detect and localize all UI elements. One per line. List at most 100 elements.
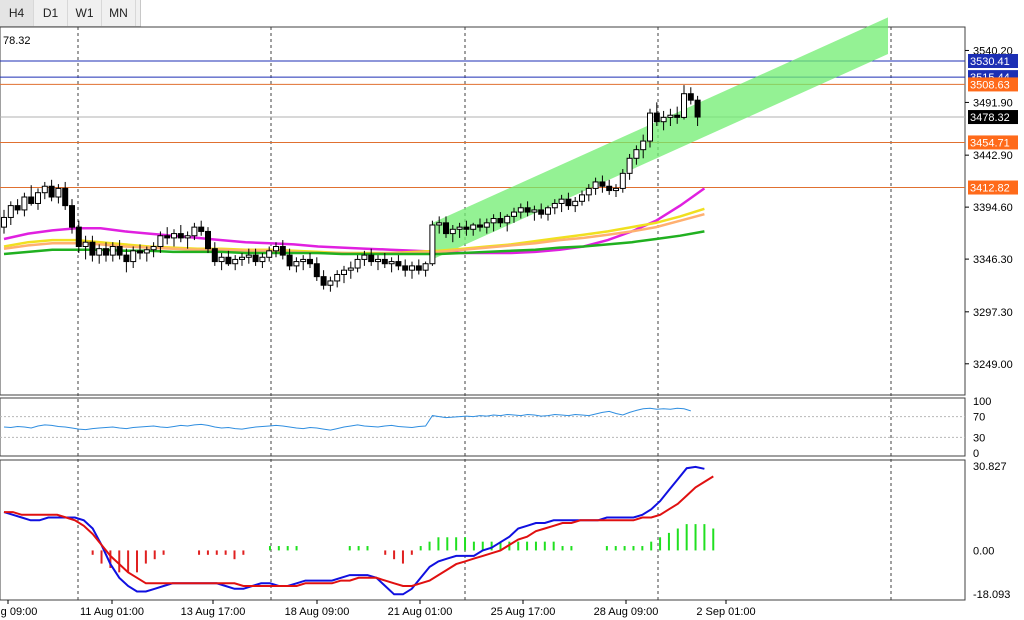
price-tag-text: 3530.41 <box>970 56 1010 68</box>
candle-body <box>75 226 82 248</box>
candle-body <box>354 258 361 269</box>
candle-body <box>402 265 409 271</box>
candle-body <box>613 187 619 192</box>
candle-body <box>89 241 96 256</box>
last-price-partial-label: 78.32 <box>3 35 31 47</box>
price-tag-text: 3454.71 <box>970 137 1010 149</box>
candle-body <box>150 246 157 251</box>
price-scale-label: 3249.00 <box>973 359 1013 371</box>
candle-body <box>531 209 538 213</box>
price-tag <box>968 77 1018 92</box>
price-tag-text: 3478.32 <box>970 112 1010 124</box>
candle-body <box>558 198 565 204</box>
candle-body <box>490 218 497 224</box>
macd-bottom-label: -18.093 <box>973 589 1010 601</box>
time-axis-label: 28 Aug 09:00 <box>594 606 659 618</box>
candle-body <box>368 254 375 263</box>
timeframe-mn-button[interactable]: MN <box>102 0 136 26</box>
candle-body <box>286 254 293 267</box>
candle-body <box>252 254 259 263</box>
timeframe-h4-button[interactable]: H4 <box>0 0 34 26</box>
candle-body <box>69 205 75 228</box>
candle-body <box>130 250 137 263</box>
time-axis-label: 13 Aug 17:00 <box>181 606 246 618</box>
time-axis-label: 21 Aug 01:00 <box>388 606 453 618</box>
candle-body <box>320 276 327 286</box>
candle-body <box>300 258 307 263</box>
candle-body <box>640 140 647 151</box>
rsi-line <box>3 407 691 431</box>
candle-body <box>137 250 143 254</box>
candle-body <box>259 256 266 263</box>
rsi-pane-frame <box>0 397 966 457</box>
candle-body <box>171 233 177 239</box>
candle-body <box>334 273 341 282</box>
candle-body <box>82 241 89 248</box>
candle-body <box>184 235 191 239</box>
candle-body <box>456 226 463 230</box>
candle-body <box>667 114 674 118</box>
candle-body <box>538 209 545 215</box>
candle-body <box>443 222 449 235</box>
candle-body <box>381 258 388 265</box>
candle-body <box>21 196 28 211</box>
candle-body <box>572 200 579 207</box>
candle-body <box>28 196 35 204</box>
candle-body <box>388 261 395 265</box>
candle-body <box>511 211 517 217</box>
candle-body <box>96 248 103 256</box>
candle-body <box>592 181 599 189</box>
candle-body <box>293 261 300 267</box>
candle-body <box>327 280 334 286</box>
price-scale-label: 3297.30 <box>973 307 1013 319</box>
candle-body <box>164 235 171 239</box>
candle-body <box>103 248 109 256</box>
regression-channel[interactable] <box>432 17 888 260</box>
macd-zero-label: 0.00 <box>973 545 994 557</box>
candle-body <box>62 187 69 207</box>
candle-body <box>633 149 640 159</box>
candle-body <box>177 233 184 239</box>
rsi-level-label: 0 <box>973 448 979 460</box>
candle-body <box>123 254 130 263</box>
candle-body <box>279 246 286 256</box>
candle-body <box>205 230 211 250</box>
candle-body <box>422 263 429 271</box>
candle-body <box>606 185 613 192</box>
candle-body <box>579 194 585 202</box>
price-tag-text: 3412.82 <box>970 183 1010 195</box>
candle-body <box>116 246 123 256</box>
timeframe-d1-button[interactable]: D1 <box>34 0 68 26</box>
candle-body <box>375 258 381 263</box>
time-axis-label: 11 Aug 01:00 <box>80 606 144 618</box>
candle-body <box>463 226 470 230</box>
price-scale-label: 3491.90 <box>973 97 1013 109</box>
candle-body <box>687 93 694 101</box>
candle-body <box>504 215 511 224</box>
candle-body <box>517 207 524 213</box>
candle-body <box>225 256 232 265</box>
candle-body <box>395 261 402 267</box>
price-tag <box>968 135 1018 150</box>
macd-pane-frame <box>0 459 966 601</box>
candle-body <box>551 202 558 209</box>
rsi-level-label: 30 <box>973 432 985 444</box>
candle-body <box>483 222 490 228</box>
candle-body <box>409 265 415 271</box>
rsi-level-label: 70 <box>973 412 985 424</box>
candle-body <box>415 265 422 271</box>
price-tag <box>968 110 1018 125</box>
price-tag <box>968 180 1018 195</box>
candle-body <box>674 114 681 118</box>
candle-body <box>347 267 354 271</box>
candle-body <box>477 224 483 228</box>
timeframe-w1-button[interactable]: W1 <box>68 0 102 26</box>
candle-body <box>653 112 660 123</box>
time-axis-label: 25 Aug 17:00 <box>491 606 556 618</box>
price-tag-text: 3508.63 <box>970 79 1010 91</box>
candle-body <box>626 157 633 174</box>
candle-body <box>694 99 701 118</box>
candle-body <box>361 254 368 260</box>
candle-body <box>157 235 164 248</box>
